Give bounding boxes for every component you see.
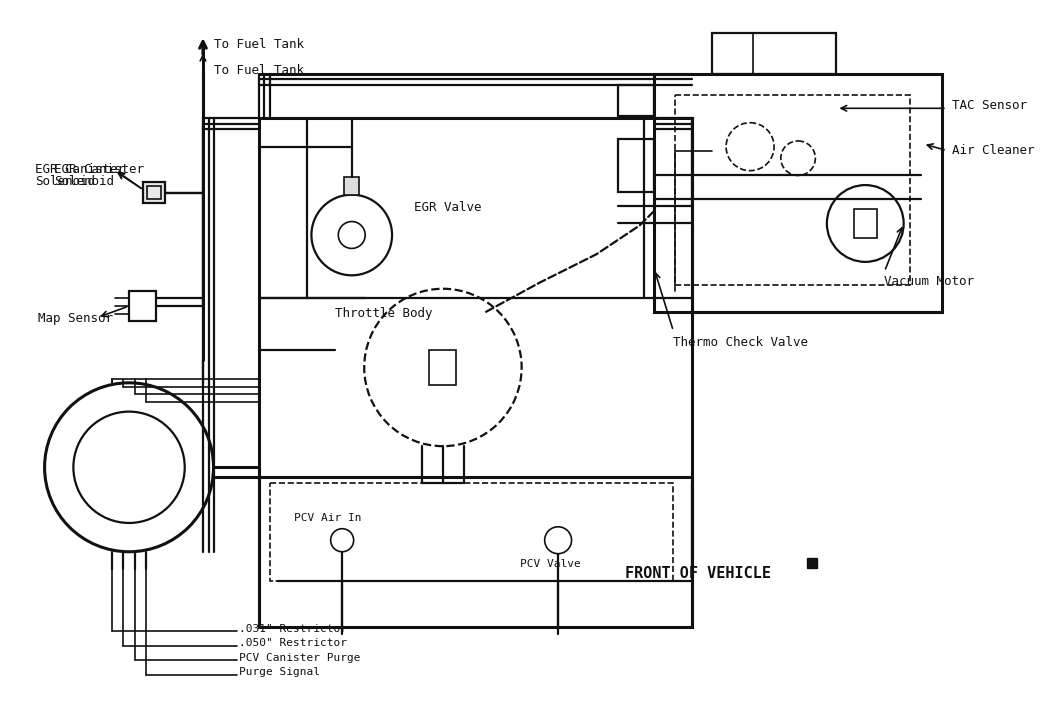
Text: Purge Signal: Purge Signal: [240, 667, 320, 677]
Text: EGR Canister: EGR Canister: [54, 163, 144, 176]
Text: TAC Sensor: TAC Sensor: [951, 99, 1026, 112]
Text: .031" Restrictor: .031" Restrictor: [240, 624, 347, 634]
Text: EGR Canister: EGR Canister: [35, 163, 125, 176]
Bar: [147, 186, 161, 199]
Text: PCV Valve: PCV Valve: [519, 559, 581, 569]
Text: Solenoid: Solenoid: [54, 176, 114, 189]
Bar: [617, 85, 654, 116]
Bar: [711, 33, 836, 74]
Text: Throttle Body: Throttle Body: [336, 307, 433, 320]
Bar: [654, 74, 942, 312]
Bar: [270, 483, 674, 581]
Bar: [259, 118, 693, 627]
Text: To Fuel Tank: To Fuel Tank: [215, 64, 305, 77]
Text: Vacuum Motor: Vacuum Motor: [884, 275, 974, 289]
Text: Thermo Check Valve: Thermo Check Valve: [674, 336, 808, 349]
Text: To Fuel Tank: To Fuel Tank: [215, 38, 305, 52]
Bar: [675, 95, 911, 285]
Text: FRONT OF VEHICLE: FRONT OF VEHICLE: [626, 566, 772, 581]
Bar: [129, 291, 155, 321]
Bar: [854, 209, 877, 238]
Text: Solenoid: Solenoid: [35, 176, 95, 189]
Text: PCV Air In: PCV Air In: [294, 513, 362, 523]
Bar: [144, 182, 165, 203]
Bar: [617, 139, 654, 192]
Bar: [344, 177, 360, 195]
Text: Air Cleaner: Air Cleaner: [951, 144, 1035, 157]
Text: EGR Valve: EGR Valve: [414, 201, 482, 214]
Text: .050" Restrictor: .050" Restrictor: [240, 638, 347, 648]
Text: PCV Canister Purge: PCV Canister Purge: [240, 652, 361, 662]
Text: Map Sensor: Map Sensor: [38, 312, 113, 325]
Bar: [430, 350, 457, 385]
